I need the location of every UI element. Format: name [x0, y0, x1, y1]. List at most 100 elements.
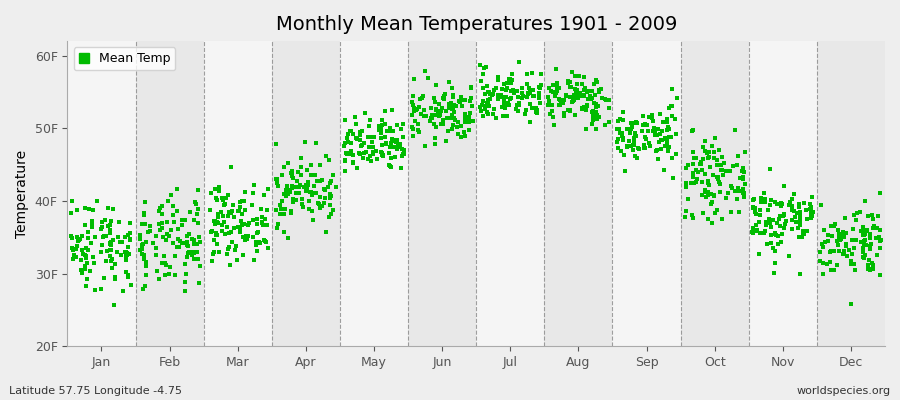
Point	[563, 94, 578, 100]
Point	[792, 201, 806, 208]
Point	[795, 234, 809, 240]
Point	[159, 231, 174, 238]
Point	[137, 252, 151, 258]
Point	[374, 148, 389, 155]
Point	[764, 196, 778, 203]
Point	[328, 184, 343, 190]
Point	[276, 211, 291, 218]
Point	[255, 219, 269, 225]
Point	[418, 143, 433, 150]
Point	[149, 244, 164, 251]
Point	[601, 96, 616, 103]
Point	[753, 194, 768, 201]
Point	[187, 198, 202, 205]
Point	[873, 227, 887, 234]
Point	[78, 252, 93, 258]
Point	[592, 88, 607, 95]
Point	[502, 76, 517, 83]
Point	[464, 103, 479, 109]
Point	[480, 100, 494, 107]
Point	[390, 144, 404, 151]
Bar	[136, 41, 203, 346]
Point	[757, 190, 771, 196]
Point	[304, 189, 319, 196]
Point	[306, 216, 320, 223]
Point	[308, 171, 322, 178]
Point	[590, 109, 604, 115]
Point	[212, 184, 227, 190]
Point	[139, 238, 153, 245]
Point	[856, 224, 870, 230]
Point	[379, 141, 393, 147]
Point	[446, 106, 460, 112]
Point	[706, 172, 720, 179]
Point	[413, 96, 428, 102]
Point	[857, 232, 871, 238]
Point	[85, 224, 99, 230]
Point	[736, 174, 751, 180]
Point	[186, 240, 201, 246]
Point	[793, 220, 807, 226]
Point	[522, 118, 536, 125]
Point	[293, 172, 308, 179]
Bar	[408, 41, 476, 346]
Point	[866, 266, 880, 272]
Point	[664, 102, 679, 109]
Point	[86, 207, 101, 214]
Point	[394, 126, 409, 132]
Point	[428, 141, 442, 148]
Point	[561, 80, 575, 86]
Point	[118, 234, 132, 240]
Point	[533, 85, 547, 92]
Point	[526, 70, 540, 76]
Point	[523, 101, 537, 108]
Point	[716, 160, 731, 166]
Point	[84, 268, 98, 274]
Point	[415, 95, 429, 101]
Point	[159, 237, 174, 244]
Point	[135, 242, 149, 248]
Point	[178, 271, 193, 277]
Point	[853, 227, 868, 234]
Point	[446, 94, 460, 100]
Point	[175, 217, 189, 223]
Point	[193, 263, 207, 269]
Point	[627, 138, 642, 145]
Point	[866, 225, 880, 231]
Point	[425, 114, 439, 121]
Point	[118, 254, 132, 260]
Point	[654, 136, 669, 143]
Point	[629, 119, 643, 126]
Point	[487, 87, 501, 94]
Point	[708, 209, 723, 216]
Point	[270, 225, 284, 231]
Point	[701, 154, 716, 161]
Point	[446, 122, 460, 128]
Point	[652, 139, 666, 145]
Point	[256, 222, 270, 228]
Point	[255, 214, 269, 220]
Point	[104, 246, 118, 253]
Point	[824, 223, 838, 229]
Point	[275, 198, 290, 204]
Point	[215, 222, 230, 228]
Point	[106, 206, 121, 212]
Point	[512, 100, 526, 106]
Point	[655, 128, 670, 134]
Point	[496, 113, 510, 120]
Point	[839, 242, 853, 249]
Point	[746, 204, 760, 210]
Point	[100, 248, 114, 254]
Point	[532, 84, 546, 90]
Point	[363, 152, 377, 159]
Point	[619, 143, 634, 150]
Point	[509, 105, 524, 112]
Point	[544, 102, 559, 108]
Point	[135, 251, 149, 257]
Point	[698, 138, 712, 144]
Point	[736, 186, 751, 192]
Point	[503, 94, 517, 101]
Point	[582, 88, 597, 94]
Title: Monthly Mean Temperatures 1901 - 2009: Monthly Mean Temperatures 1901 - 2009	[275, 15, 677, 34]
Point	[295, 204, 310, 210]
